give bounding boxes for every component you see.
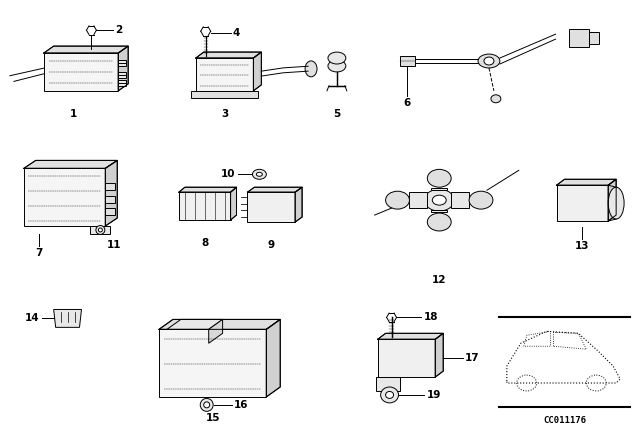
Polygon shape [230, 187, 237, 220]
Polygon shape [24, 160, 117, 168]
Polygon shape [253, 52, 261, 91]
Ellipse shape [424, 189, 454, 211]
Bar [179, 192, 230, 220]
Text: 15: 15 [205, 413, 220, 423]
Text: 19: 19 [426, 390, 441, 400]
Text: 13: 13 [575, 241, 589, 251]
Bar [24, 168, 106, 226]
Text: 7: 7 [35, 248, 42, 258]
Bar [118, 72, 126, 78]
Text: 10: 10 [221, 169, 236, 179]
Text: 11: 11 [106, 240, 121, 250]
Bar [570, 29, 589, 47]
Text: 9: 9 [268, 240, 275, 250]
Bar [248, 192, 295, 222]
Ellipse shape [491, 95, 501, 103]
Ellipse shape [385, 392, 394, 398]
Polygon shape [378, 333, 444, 339]
Ellipse shape [428, 213, 451, 231]
Bar [118, 80, 126, 86]
Polygon shape [295, 187, 302, 222]
Text: 17: 17 [465, 353, 480, 363]
Polygon shape [435, 333, 444, 377]
Ellipse shape [305, 61, 317, 77]
Polygon shape [54, 310, 81, 327]
Bar [557, 185, 608, 221]
Text: 2: 2 [115, 25, 122, 35]
Text: 4: 4 [232, 28, 240, 38]
Polygon shape [248, 187, 302, 192]
Text: 8: 8 [201, 238, 209, 248]
Bar [196, 58, 253, 91]
Ellipse shape [252, 169, 266, 179]
Polygon shape [167, 319, 223, 329]
Polygon shape [451, 192, 469, 208]
Ellipse shape [204, 402, 210, 408]
Polygon shape [608, 179, 616, 221]
Ellipse shape [381, 387, 399, 403]
Ellipse shape [96, 225, 105, 234]
Bar [376, 377, 399, 391]
Polygon shape [179, 187, 237, 192]
Bar [118, 60, 126, 66]
Polygon shape [266, 319, 280, 397]
Polygon shape [118, 46, 128, 91]
Polygon shape [44, 46, 128, 53]
Polygon shape [209, 319, 223, 343]
Text: 3: 3 [221, 109, 228, 119]
Bar [44, 53, 118, 91]
Ellipse shape [257, 172, 262, 177]
Ellipse shape [328, 60, 346, 72]
Polygon shape [106, 160, 117, 226]
Text: 1: 1 [70, 109, 77, 119]
Text: 16: 16 [234, 400, 248, 410]
Bar [399, 56, 415, 66]
Ellipse shape [428, 169, 451, 187]
Ellipse shape [328, 52, 346, 64]
Ellipse shape [608, 187, 624, 219]
Polygon shape [431, 210, 447, 212]
Text: 5: 5 [333, 109, 340, 119]
Ellipse shape [469, 191, 493, 209]
Bar [378, 339, 435, 377]
Polygon shape [159, 319, 280, 329]
Bar [106, 208, 115, 215]
Polygon shape [410, 192, 428, 208]
Ellipse shape [200, 398, 213, 411]
Polygon shape [196, 52, 261, 58]
Bar [191, 91, 259, 98]
Ellipse shape [484, 57, 494, 65]
Bar [106, 183, 115, 190]
Bar [159, 329, 266, 397]
Text: 18: 18 [423, 312, 438, 323]
Bar [90, 226, 110, 234]
Ellipse shape [432, 195, 446, 205]
Polygon shape [431, 188, 447, 190]
Text: 14: 14 [25, 314, 40, 323]
Text: CC011176: CC011176 [543, 416, 586, 425]
Ellipse shape [478, 54, 500, 68]
Text: 12: 12 [432, 275, 447, 284]
Text: 6: 6 [404, 98, 411, 108]
Bar [106, 196, 115, 203]
Bar [589, 32, 599, 44]
Polygon shape [557, 179, 616, 185]
Ellipse shape [385, 191, 410, 209]
Ellipse shape [99, 228, 102, 232]
